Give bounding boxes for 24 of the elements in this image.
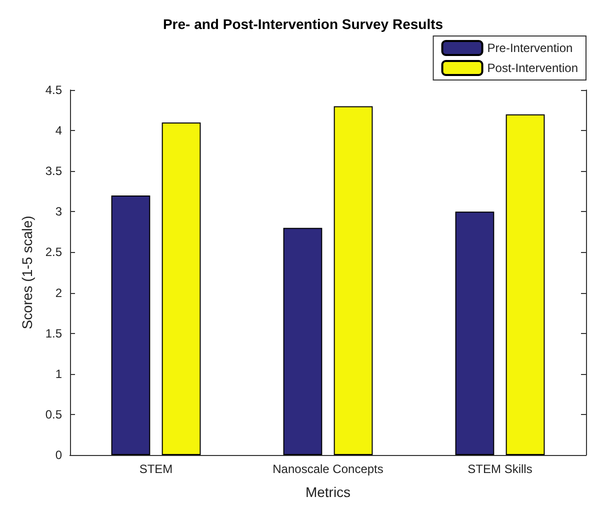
x-axis-title: Metrics <box>305 484 351 500</box>
y-tick-label: 0 <box>55 448 62 462</box>
y-tick-label: 1 <box>55 366 62 381</box>
y-tick-label: 4.5 <box>45 83 62 97</box>
y-tick-label: 2.5 <box>45 245 62 260</box>
x-tick-label: Nanoscale Concepts <box>272 462 384 476</box>
bar <box>506 114 545 455</box>
y-tick-label: 3 <box>55 204 62 219</box>
x-tick-label: STEM <box>139 462 173 476</box>
y-tick-label: 3.5 <box>45 164 62 178</box>
bar <box>162 122 201 455</box>
y-tick-label: 1.5 <box>45 326 62 340</box>
y-axis-title: Scores (1-5 scale) <box>19 216 35 330</box>
y-tick-label: 2 <box>55 286 62 300</box>
bar <box>455 212 494 455</box>
x-tick-label: STEM Skills <box>468 462 532 476</box>
legend-label: Post-Intervention <box>487 61 578 75</box>
y-tick-label: 4 <box>55 124 62 138</box>
chart-title: Pre- and Post-Intervention Survey Results <box>162 16 444 32</box>
y-tick-label: 0.5 <box>45 407 62 422</box>
bar <box>111 195 150 455</box>
legend-label: Pre-Intervention <box>487 41 573 55</box>
bar <box>334 106 373 455</box>
bar <box>283 228 322 455</box>
